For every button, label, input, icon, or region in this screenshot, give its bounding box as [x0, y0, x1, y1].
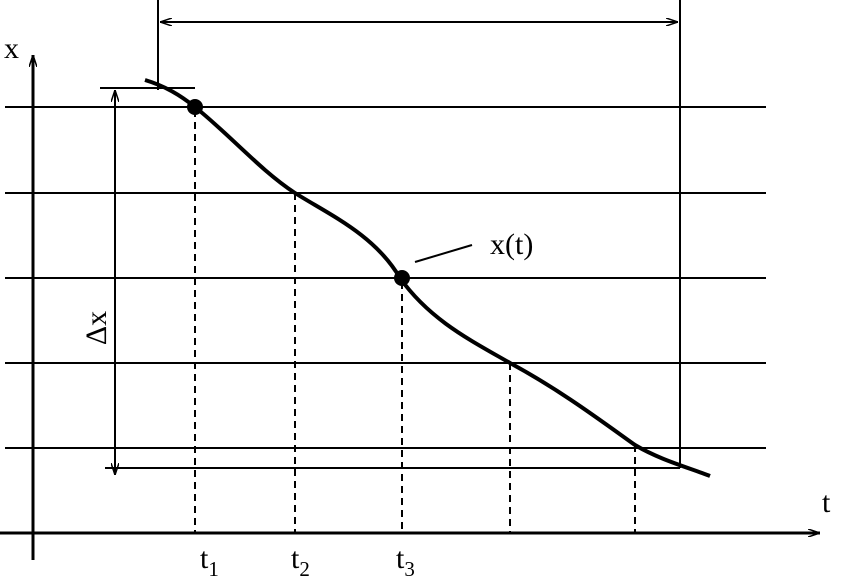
axes — [0, 55, 820, 560]
time-sub: 1 — [208, 557, 219, 581]
time-sub: 2 — [299, 557, 310, 581]
time-sub: 3 — [404, 557, 415, 581]
point — [187, 99, 203, 115]
curve-label: x(t) — [490, 228, 533, 261]
point — [394, 270, 410, 286]
grid-lines — [5, 106, 766, 449]
dimension-lines — [100, 0, 681, 475]
time-mark: t1 — [200, 542, 219, 581]
time-base: t — [291, 542, 300, 575]
time-base: t — [396, 542, 405, 575]
time-mark: t2 — [291, 542, 310, 581]
time-base: t — [200, 542, 209, 575]
time-mark: t3 — [396, 542, 415, 581]
t-axis-label: t — [822, 486, 831, 519]
dashed-projections — [194, 110, 636, 533]
leader-line — [414, 244, 473, 263]
interval-label: Δx — [80, 311, 113, 345]
x-axis-label: x — [4, 32, 19, 65]
